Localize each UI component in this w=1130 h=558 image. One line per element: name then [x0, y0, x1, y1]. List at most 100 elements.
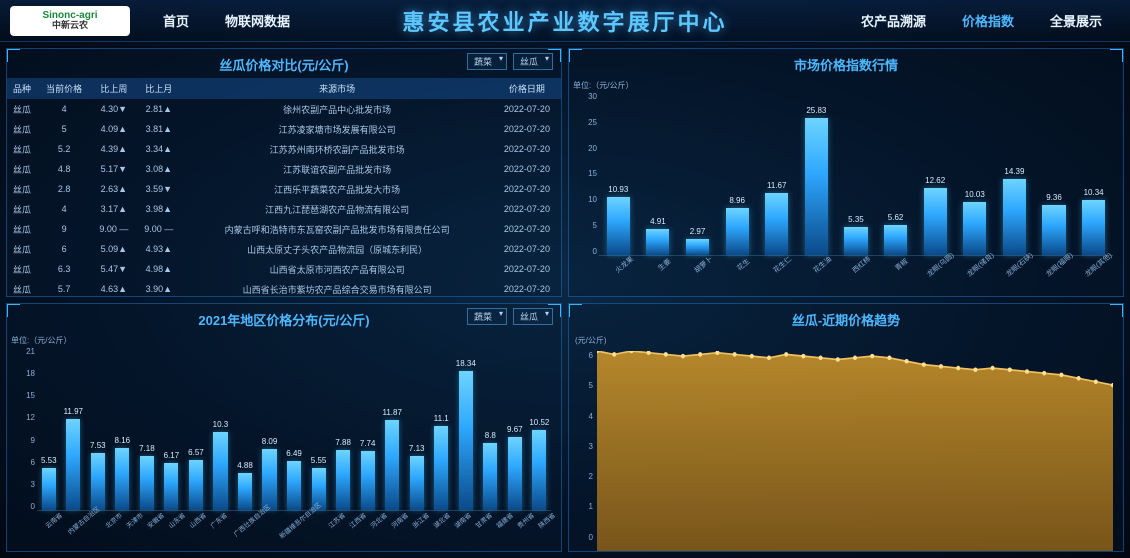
bar-value: 6.49 [286, 449, 302, 458]
bar: 7.74 [361, 451, 375, 510]
panel4-unit: (元/公斤) [575, 335, 607, 346]
bar-col: 6.57 [184, 351, 208, 510]
bar-col: 10.34 [1074, 96, 1113, 255]
bar-col: 7.18 [135, 351, 159, 510]
bar-col: 8.16 [111, 351, 135, 510]
table-cell: 江苏联谊农副产品批发市场 [181, 159, 493, 179]
bar-col: 10.03 [955, 96, 994, 255]
bar-col: 6.49 [282, 351, 306, 510]
bar-value: 10.93 [608, 185, 628, 194]
panel4-title: 丝瓜-近期价格趋势 [569, 304, 1123, 333]
table-row: 丝瓜65.09▲4.93▲山西太原丈子头农产品物流园（原城东利民）2022-07… [7, 239, 561, 259]
bar: 10.93 [607, 197, 630, 255]
table-cell: 5 [37, 119, 91, 139]
bar: 10.34 [1082, 200, 1105, 255]
logo: Sinonc-agri 中新云农 [10, 6, 130, 36]
panel-price-trend: 丝瓜-近期价格趋势 (元/公斤) 6543210 [568, 303, 1124, 552]
table-cell: 2022-07-20 [493, 179, 561, 199]
table-cell: 丝瓜 [7, 239, 37, 259]
bar-col: 8.09 [258, 351, 282, 510]
bar-value: 7.88 [335, 438, 351, 447]
table-cell: 山西太原丈子头农产品物流园（原城东利民） [181, 239, 493, 259]
table-row: 丝瓜2.82.63▲3.59▼江西乐平蔬菜农产品批发大市场2022-07-20 [7, 179, 561, 199]
bar-value: 7.53 [90, 441, 106, 450]
bar-value: 11.97 [64, 407, 83, 416]
table-cell: 丝瓜 [7, 139, 37, 159]
bar-col: 5.53 [37, 351, 61, 510]
table-header: 价格日期 [493, 78, 561, 99]
bar: 4.88 [238, 473, 252, 510]
bar-value: 10.52 [529, 418, 549, 427]
table-header: 来源市场 [181, 78, 493, 99]
table-cell: 6 [37, 239, 91, 259]
bar-value: 2.97 [690, 227, 706, 236]
bar: 9.67 [508, 437, 522, 510]
bar-value: 9.67 [507, 425, 523, 434]
bar-col: 11.87 [380, 351, 404, 510]
main-title: 惠安县农业产业数字展厅中心 [402, 5, 727, 37]
bar-col: 7.88 [331, 351, 355, 510]
table-cell: 3.59▼ [136, 179, 181, 199]
table-cell: 9.00 — [136, 219, 181, 239]
table-cell: 丝瓜 [7, 259, 37, 279]
bar: 8.8 [483, 443, 497, 510]
table-cell: 2.63▲ [91, 179, 136, 199]
table-row: 丝瓜5.24.39▲3.34▲江苏苏州南环桥农副产品批发市场2022-07-20 [7, 139, 561, 159]
table-cell: 丝瓜 [7, 179, 37, 199]
bar-col: 7.74 [356, 351, 380, 510]
bar-col: 18.34 [454, 351, 478, 510]
bar-col: 10.3 [209, 351, 233, 510]
bar-col: 25.83 [797, 96, 836, 255]
table-cell: 山西省太原市河西农产品有限公司 [181, 259, 493, 279]
table-cell: 2022-07-20 [493, 219, 561, 239]
nav-item[interactable]: 全景展示 [1042, 7, 1110, 34]
table-row: 丝瓜44.30▼2.81▲徐州农副产品中心批发市场2022-07-20 [7, 99, 561, 119]
nav-item[interactable]: 首页 [155, 7, 197, 34]
table-cell: 2.81▲ [136, 99, 181, 119]
bar-value: 6.17 [164, 451, 180, 460]
logo-text-2: 中新云农 [52, 21, 88, 31]
bar-col: 8.96 [718, 96, 757, 255]
bar: 7.13 [410, 456, 424, 510]
select-product-2[interactable]: 丝瓜 [513, 308, 553, 325]
table-cell: 丝瓜 [7, 119, 37, 139]
table-cell: 内蒙古呼和浩特市东瓦窑农副产品批发市场有限责任公司 [181, 219, 493, 239]
select-category-2[interactable]: 蔬菜 [467, 308, 507, 325]
bar-value: 7.13 [409, 444, 425, 453]
table-row: 丝瓜4.85.17▼3.08▲江苏联谊农副产品批发市场2022-07-20 [7, 159, 561, 179]
table-header: 品种 [7, 78, 37, 99]
nav-item[interactable]: 价格指数 [954, 7, 1022, 34]
table-cell: 3.98▲ [136, 199, 181, 219]
select-product[interactable]: 丝瓜 [513, 53, 553, 70]
bar: 10.52 [532, 430, 546, 510]
panel-region-price: 2021年地区价格分布(元/公斤) 蔬菜 丝瓜 单位:（元/公斤） 211815… [6, 303, 562, 552]
nav-item[interactable]: 农产品溯源 [853, 7, 934, 34]
nav-item[interactable]: 物联网数据 [217, 7, 298, 34]
bar-value: 6.57 [188, 448, 204, 457]
table-cell: 丝瓜 [7, 99, 37, 119]
trend-chart [597, 351, 1113, 552]
nav-left: 首页物联网数据 [155, 7, 298, 34]
bar: 7.88 [336, 450, 350, 510]
bar: 18.34 [459, 371, 473, 510]
select-category[interactable]: 蔬菜 [467, 53, 507, 70]
bar-value: 10.03 [965, 190, 985, 199]
bar: 6.57 [189, 460, 203, 510]
bar-value: 11.87 [382, 408, 401, 417]
panel2-unit: 单位:（元/公斤） [573, 80, 633, 91]
bar-value: 10.3 [213, 420, 229, 429]
table-cell: 山西省长治市紫坊农产品综合交易市场有限公司 [181, 279, 493, 297]
table-header: 比上月 [136, 78, 181, 99]
table-row: 丝瓜54.09▲3.81▲江苏凌家塘市场发展有限公司2022-07-20 [7, 119, 561, 139]
bar-value: 5.53 [41, 456, 57, 465]
bar: 8.96 [726, 208, 749, 255]
table-cell: 2022-07-20 [493, 159, 561, 179]
table-cell: 4.8 [37, 159, 91, 179]
price-table: 品种当前价格比上周比上月来源市场价格日期 丝瓜44.30▼2.81▲徐州农副产品… [7, 78, 561, 297]
bar-col: 14.39 [995, 96, 1034, 255]
table-cell: 江西乐平蔬菜农产品批发大市场 [181, 179, 493, 199]
table-cell: 3.81▲ [136, 119, 181, 139]
bar: 14.39 [1003, 179, 1026, 255]
bar: 11.67 [765, 193, 788, 255]
bar-col: 11.67 [757, 96, 796, 255]
